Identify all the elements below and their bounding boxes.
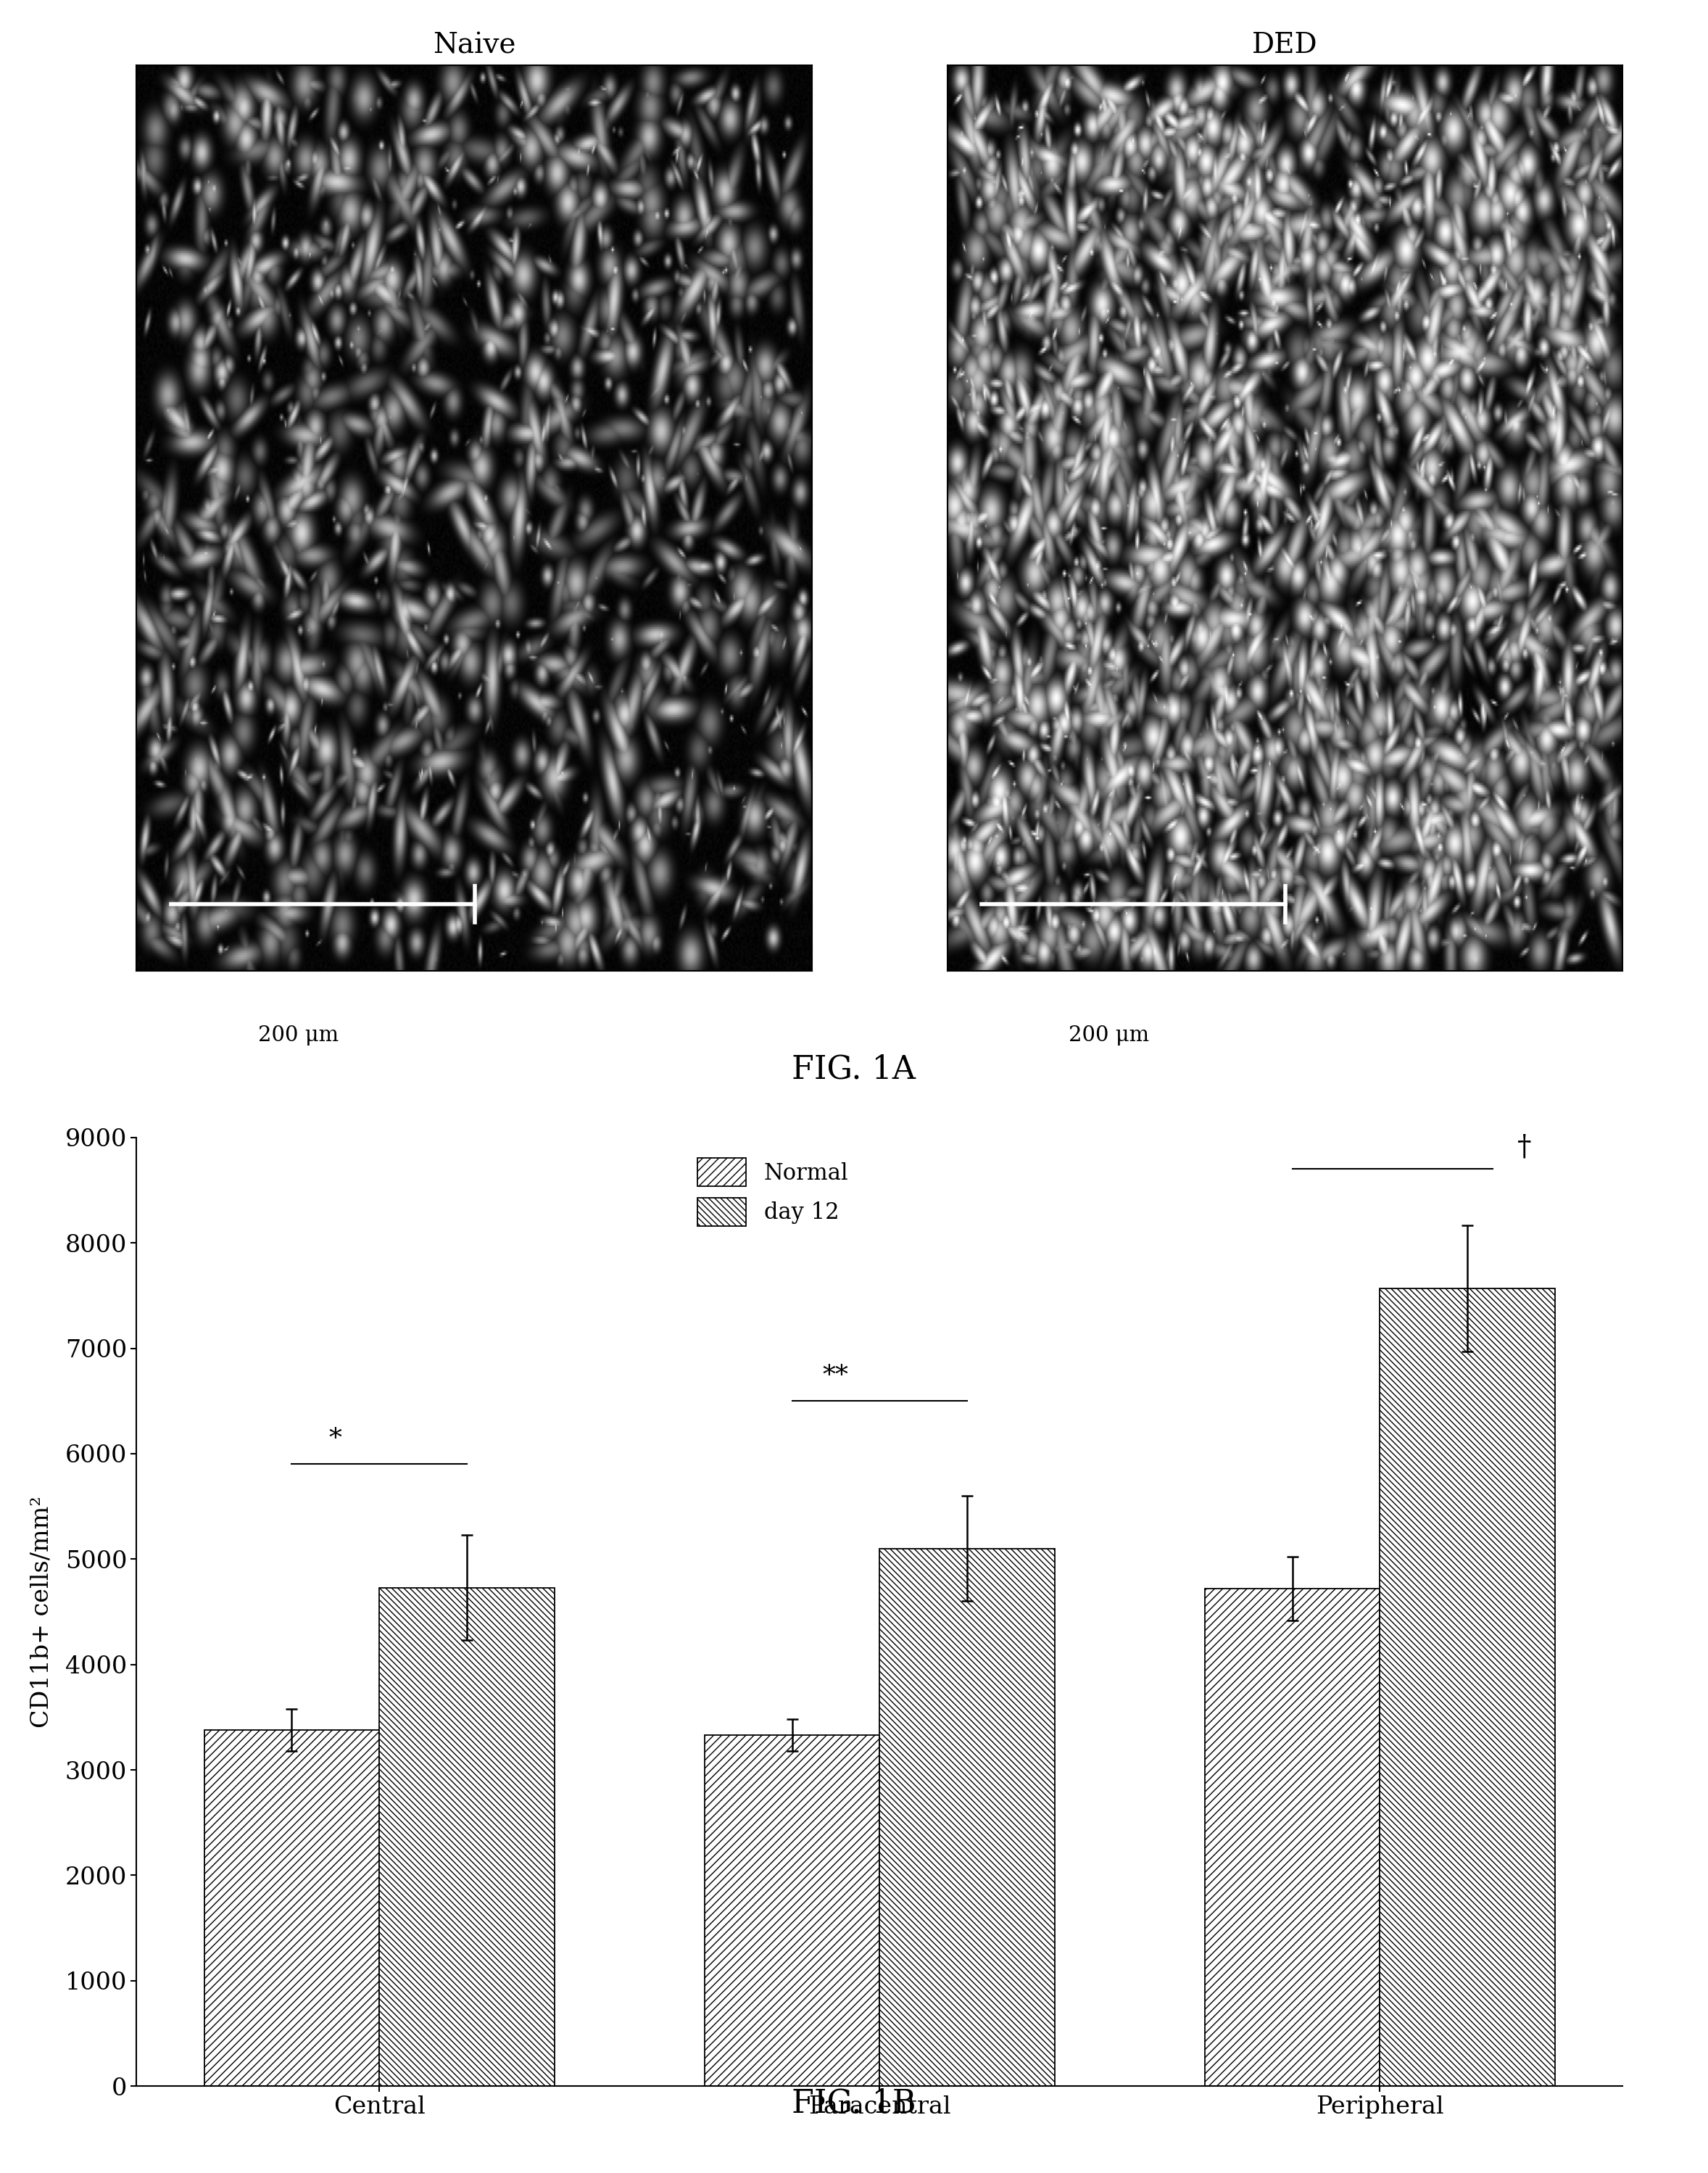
Legend: Normal, day 12: Normal, day 12 — [697, 1158, 849, 1226]
Bar — [379, 1588, 555, 2086]
Text: *: * — [330, 1428, 342, 1452]
Title: DED: DED — [1252, 33, 1319, 59]
Text: FIG. 1B: FIG. 1B — [793, 2088, 915, 2119]
Text: 200 μm: 200 μm — [258, 1026, 338, 1045]
Bar — [205, 1730, 379, 2086]
Text: FIG. 1A: FIG. 1A — [793, 1054, 915, 1084]
Text: 200 μm: 200 μm — [1069, 1026, 1149, 1045]
Bar — [1204, 1588, 1380, 2086]
Title: Naive: Naive — [432, 33, 516, 59]
Bar — [880, 1549, 1056, 2086]
Text: †: † — [1517, 1134, 1532, 1160]
Bar — [1380, 1289, 1554, 2086]
Y-axis label: CD11b+ cells/mm²: CD11b+ cells/mm² — [29, 1495, 53, 1728]
Bar — [704, 1734, 880, 2086]
Text: **: ** — [823, 1365, 849, 1389]
